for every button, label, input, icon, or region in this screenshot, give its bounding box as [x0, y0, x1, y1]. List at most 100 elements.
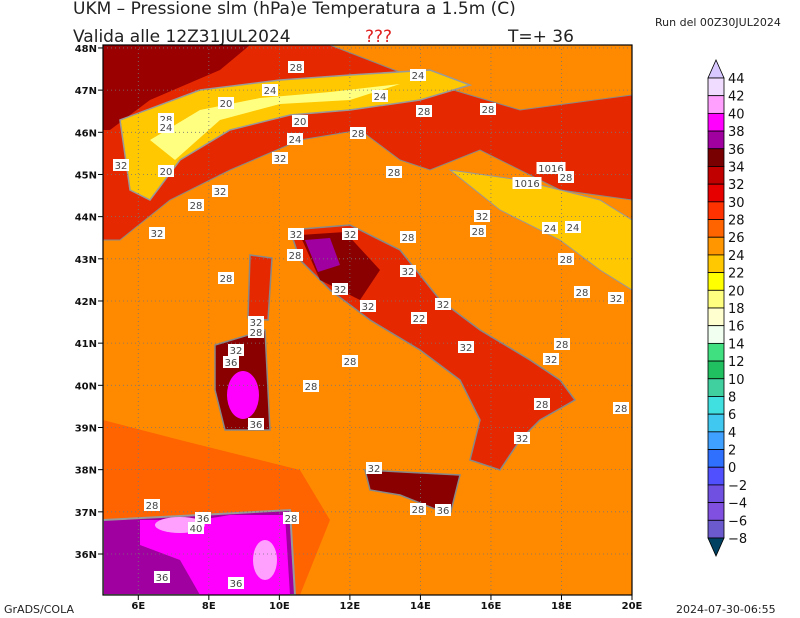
contour-label-box [154, 571, 170, 583]
map-field [103, 45, 632, 595]
contour-label-box [514, 432, 530, 444]
contour-label-box [435, 504, 451, 516]
lon-label: 10E [269, 601, 290, 612]
lat-label: 41N [75, 339, 97, 350]
contour-label: 24 [544, 224, 557, 235]
contour-label: 32 [250, 318, 263, 329]
footer-right: 2024-07-30-06:55 [676, 603, 776, 616]
contour-label-box [188, 522, 204, 534]
contour-label-box [613, 402, 629, 414]
contour-label: 20 [294, 117, 307, 128]
colorbar-label: 2 [728, 444, 736, 459]
colorbar-label: 38 [728, 125, 745, 140]
contour-label: 32 [230, 346, 243, 357]
contour-label: 28 [412, 505, 425, 516]
colorbar-band [707, 201, 725, 220]
contour-label: 28 [220, 274, 233, 285]
colorbar-band [707, 413, 725, 433]
contour-label: 36 [250, 420, 263, 431]
colorbar-label: 40 [728, 107, 745, 122]
colorbar-band [707, 254, 725, 274]
colorbar-label: 24 [728, 249, 745, 264]
colorbar-band [707, 307, 725, 327]
lon-label: 20E [622, 601, 643, 612]
contour-label-box [411, 312, 427, 324]
lat-label: 40N [75, 381, 97, 392]
contour-label: 32 [476, 212, 489, 223]
contour-label: 32 [290, 230, 303, 241]
contour-label: 24 [160, 123, 173, 134]
contour-label: 32 [610, 294, 623, 305]
contour-label: 32 [516, 434, 529, 445]
contour-label-box [342, 355, 358, 367]
colorbar-label: 4 [728, 426, 736, 441]
contour-label: 28 [289, 251, 302, 262]
north-africa-hot [140, 515, 290, 595]
contour-label-box [248, 316, 264, 328]
colorbar-label: 6 [728, 408, 736, 423]
contour-label-box [158, 121, 174, 133]
colorbar-label: 34 [728, 160, 745, 175]
contour-label: 40 [190, 524, 203, 535]
colorbar-band [707, 219, 725, 238]
colorbar-band [707, 502, 725, 521]
contour-label-box [212, 185, 228, 197]
contour-label: 32 [115, 161, 128, 172]
contour-label-box [558, 253, 574, 265]
lon-label: 14E [410, 601, 431, 612]
colorbar-band [707, 519, 725, 539]
colorbar-label: −8 [728, 532, 747, 547]
colorbar-band [707, 130, 725, 150]
contour-label-box [470, 225, 486, 237]
peninsula-hottest [305, 238, 340, 272]
forecast-step: T=+ 36 [507, 27, 574, 47]
contour-label-box [474, 210, 490, 222]
contour-label: 32 [362, 302, 375, 313]
colorbar-band [707, 466, 725, 486]
axes: 36N 37N 38N 39N 40N 41N 42N 43N 44N 45N 46N 47N 48N 6… [75, 44, 643, 612]
contour-label-box [410, 69, 426, 81]
colorbar-band [707, 236, 725, 256]
contour-label-box [248, 326, 264, 338]
contour-label: 24 [412, 71, 425, 82]
lat-label: 45N [75, 170, 97, 181]
contour-label-box [543, 353, 559, 365]
contour-label: 32 [344, 230, 357, 241]
contour-label-box [218, 272, 234, 284]
colorbar-band [707, 431, 725, 450]
contour-label-box [350, 127, 366, 139]
contour-label-box [288, 61, 304, 73]
contour-label: 28 [344, 357, 357, 368]
colorbar-band [707, 183, 725, 203]
map-frame [102, 44, 633, 596]
lat-label: 44N [75, 213, 97, 224]
colorbar-label: 14 [728, 337, 745, 352]
colorbar-label: −2 [728, 479, 747, 494]
lon-label: 16E [481, 601, 502, 612]
contour-label-box [342, 228, 358, 240]
contour-label: 32 [545, 355, 558, 366]
contour-label-box [195, 512, 211, 524]
contour-label: 28 [576, 288, 589, 299]
colorbar-band [707, 325, 725, 344]
lat-label: 42N [75, 297, 97, 308]
lon-label: 18E [551, 601, 572, 612]
contour-label: 28 [536, 400, 549, 411]
contour-label-box [113, 159, 129, 171]
contour-label-box [480, 103, 496, 115]
balkan-coast [448, 169, 632, 291]
contour-label-box [400, 265, 416, 277]
colorbar-label: 20 [728, 284, 745, 299]
contour-label-box [542, 222, 558, 234]
colorbar-label: 22 [728, 267, 745, 282]
contour-label-box [360, 300, 376, 312]
colorbar-band [707, 484, 725, 504]
contour-label: 22 [413, 314, 426, 325]
contour-label: 28 [482, 105, 495, 116]
colorbar-band [707, 342, 725, 362]
colorbar-label: −6 [728, 514, 747, 529]
lat-label: 47N [75, 86, 97, 97]
colorbar-label: 12 [728, 355, 745, 370]
contour-label-box [386, 166, 402, 178]
